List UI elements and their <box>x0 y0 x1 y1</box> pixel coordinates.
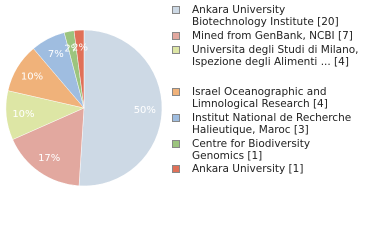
slice-label: 10% <box>12 109 34 120</box>
slice-label: 50% <box>134 105 156 116</box>
slice-label: 10% <box>21 71 43 82</box>
legend-label: Ankara University Biotechnology Institut… <box>192 4 339 28</box>
pie-slice <box>73 29 85 109</box>
pie-slice <box>78 29 163 187</box>
legend-swatch <box>172 32 180 40</box>
legend-swatch <box>172 165 180 173</box>
legend-label: Universita degli Studi di Milano, Ispezi… <box>192 44 359 68</box>
legend-swatch <box>172 6 180 14</box>
slice-label: 2% <box>64 43 80 54</box>
legend-swatch <box>172 46 180 54</box>
legend-swatch <box>172 88 180 96</box>
legend-label: Ankara University [1] <box>192 163 304 175</box>
legend-label: Centre for Biodiversity Genomics [1] <box>192 138 311 162</box>
slice-label: 7% <box>48 49 64 60</box>
legend-label: Israel Oceanographic and Limnological Re… <box>192 86 328 110</box>
pie-slice <box>12 107 85 187</box>
slice-label: 2% <box>72 42 88 53</box>
legend-swatch <box>172 140 180 148</box>
legend-label: Institut National de Recherche Halieutiq… <box>192 112 352 136</box>
slice-label: 17% <box>38 153 60 164</box>
legend-swatch <box>172 114 180 122</box>
legend-label: Mined from GenBank, NCBI [7] <box>192 30 353 42</box>
